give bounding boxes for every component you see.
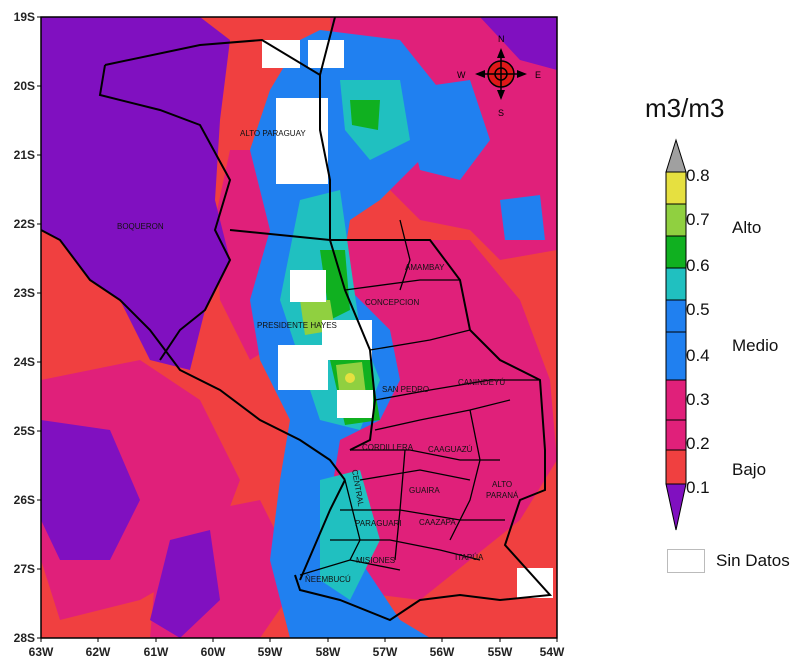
- legend-value: 0.4: [686, 346, 710, 365]
- region-label-cordillera: CORDILLERA: [362, 443, 414, 452]
- x-tick-label: 61W: [144, 645, 169, 659]
- region-label-guaira: GUAIRA: [409, 486, 440, 495]
- y-tick-label: 27S: [14, 562, 35, 576]
- no-data-label: Sin Datos: [716, 551, 790, 570]
- legend-band: [665, 331, 687, 381]
- y-tick-label: 26S: [14, 493, 35, 507]
- legend-value: 0.3: [686, 390, 710, 409]
- legend-value: 0.6: [686, 256, 710, 275]
- legend-category-low: Bajo: [732, 460, 767, 479]
- y-tick-label: 24S: [14, 355, 35, 369]
- legend-category-medium: Medio: [732, 336, 779, 355]
- legend-band: [665, 203, 687, 237]
- region-label-caazapa: CAAZAPA: [419, 518, 456, 527]
- x-tick-label: 56W: [430, 645, 455, 659]
- compass-rose: N S W E: [457, 34, 541, 118]
- y-tick-label: 28S: [14, 631, 35, 645]
- y-tick-label: 21S: [14, 148, 35, 162]
- region-label-alto-parana-2: PARANÁ: [486, 491, 519, 500]
- x-tick-label: 54W: [540, 645, 565, 659]
- legend-band: [665, 171, 687, 205]
- y-tick-label: 19S: [14, 10, 35, 24]
- legend-band: [665, 379, 687, 421]
- compass-n: N: [498, 34, 505, 44]
- region-label-neembucu: ÑEEMBUCÚ: [305, 575, 351, 584]
- legend-unit-title: m3/m3: [645, 93, 725, 123]
- axis-ticks: [37, 16, 558, 642]
- legend-band: [665, 419, 687, 451]
- department-borders: [299, 219, 540, 576]
- map-svg: 19S 20S 21S 22S 23S 24S 25S 26S 27S 28S …: [14, 10, 565, 659]
- y-axis-labels: 19S 20S 21S 22S 23S 24S 25S 26S 27S 28S: [14, 10, 35, 645]
- region-label-alto-paraguay: ALTO PARAGUAY: [240, 129, 306, 138]
- legend-category-high: Alto: [732, 218, 762, 237]
- x-tick-label: 57W: [373, 645, 398, 659]
- region-label-boqueron: BOQUERON: [117, 222, 164, 231]
- region-label-alto-parana-1: ALTO: [492, 480, 512, 489]
- legend-value: 0.5: [686, 300, 710, 319]
- legend-band: [665, 267, 687, 301]
- legend-cap-top: [665, 138, 687, 173]
- legend-value: 0.7: [686, 210, 710, 229]
- region-label-canindeyu: CANINDEYÚ: [458, 378, 505, 387]
- region-label-amambay: AMAMBAY: [405, 263, 445, 272]
- region-label-caaguazu: CAAGUAZÚ: [428, 445, 473, 454]
- legend-value: 0.8: [686, 166, 710, 185]
- region-label-presidente-hayes: PRESIDENTE HAYES: [257, 321, 337, 330]
- legend-colorbar: [665, 138, 687, 531]
- x-tick-label: 63W: [29, 645, 54, 659]
- compass-e: E: [535, 70, 541, 80]
- region-label-paraguari: PARAGUARI: [355, 519, 402, 528]
- legend-band: [665, 235, 687, 269]
- x-axis-labels: 63W 62W 61W 60W 59W 58W 57W 56W 55W 54W: [29, 645, 565, 659]
- legend: m3/m3 0.8 0.7 0.6 0.5 0.4 0.3 0.2 0.1 Al…: [600, 0, 800, 661]
- x-tick-label: 59W: [258, 645, 283, 659]
- region-label-concepcion: CONCEPCION: [365, 298, 419, 307]
- region-label-misiones: MISIONES: [356, 556, 395, 565]
- legend-band: [665, 449, 687, 485]
- no-data-swatch: [667, 549, 705, 573]
- compass-w: W: [457, 70, 466, 80]
- x-tick-label: 62W: [86, 645, 111, 659]
- legend-value: 0.1: [686, 478, 710, 497]
- compass-s: S: [498, 108, 504, 118]
- y-tick-label: 25S: [14, 424, 35, 438]
- region-label-san-pedro: SAN PEDRO: [382, 385, 429, 394]
- y-tick-label: 20S: [14, 79, 35, 93]
- map-frame: [40, 16, 558, 639]
- x-tick-label: 55W: [488, 645, 513, 659]
- x-tick-label: 60W: [201, 645, 226, 659]
- y-tick-label: 22S: [14, 217, 35, 231]
- y-tick-label: 23S: [14, 286, 35, 300]
- legend-band: [665, 299, 687, 333]
- region-label-itapua: ITAPÚA: [455, 553, 484, 562]
- legend-cap-bottom: [665, 483, 687, 531]
- legend-value: 0.2: [686, 434, 710, 453]
- x-tick-label: 58W: [316, 645, 341, 659]
- soil-moisture-map: 19S 20S 21S 22S 23S 24S 25S 26S 27S 28S …: [14, 10, 565, 659]
